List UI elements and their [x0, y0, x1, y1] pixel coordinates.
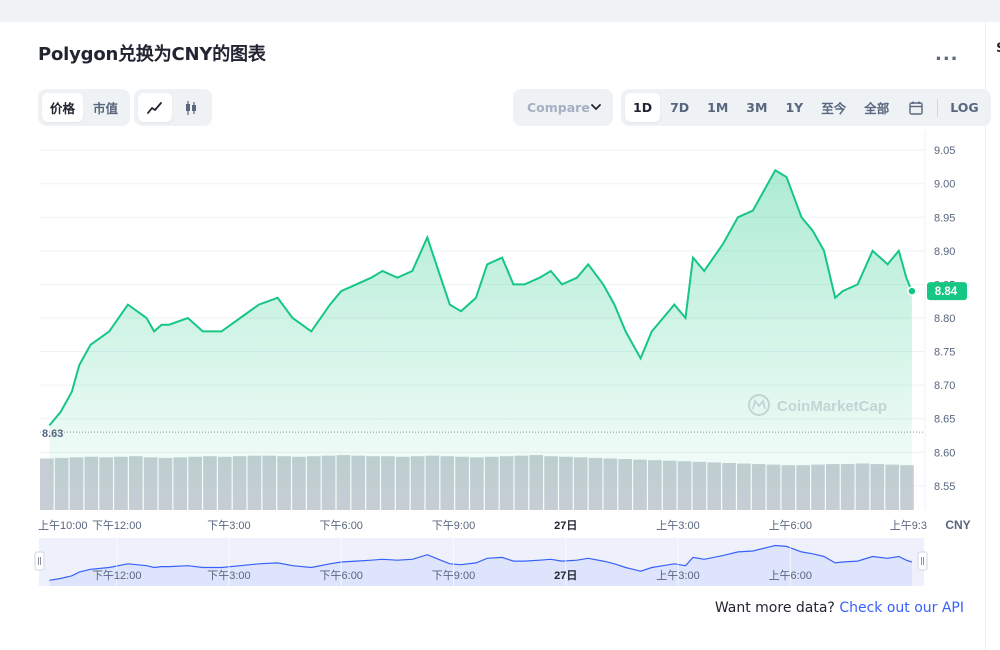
tab-3m[interactable]: 3M: [746, 100, 768, 115]
y-tick-label: 8.65: [934, 414, 955, 426]
svg-text:8.84: 8.84: [935, 286, 958, 298]
metric-tab-group: 价格 市值: [38, 89, 131, 126]
price-chart[interactable]: CoinMarketCap 8.55 8.60 8.65 8.70 8.75 8.80 8.…: [0, 130, 985, 595]
calendar-icon[interactable]: [899, 93, 933, 122]
tab-all[interactable]: 全部: [864, 101, 890, 116]
tab-7d[interactable]: 7D: [670, 100, 690, 115]
navigator-left-handle[interactable]: [34, 551, 45, 571]
line-chart-icon[interactable]: [138, 93, 172, 122]
x-tick-label: 27日: [554, 519, 577, 532]
x-tick-label: 下午3:00: [207, 519, 250, 532]
compare-dropdown[interactable]: Compare: [513, 89, 613, 126]
navigator-tick-label: 27日: [554, 569, 577, 582]
x-tick-label: 上午9:3: [890, 519, 927, 532]
api-promo: Want more data? Check out our API: [715, 600, 964, 616]
chart-title: Polygon兑换为CNY的图表: [38, 44, 266, 65]
coinmarketcap-watermark: CoinMarketCap: [748, 394, 887, 416]
navigator-tick-label: 下午3:00: [207, 569, 250, 582]
y-tick-label: 8.95: [934, 212, 955, 224]
separator: [937, 98, 939, 117]
chart-type-group: [134, 89, 212, 126]
tab-price[interactable]: 价格: [42, 93, 84, 122]
right-edge-panel: [985, 22, 1000, 650]
y-tick-label: 8.90: [934, 246, 955, 258]
y-tick-label: 8.70: [934, 380, 955, 392]
y-tick-label: 8.80: [934, 313, 955, 325]
y-tick-label: 8.75: [934, 347, 955, 359]
tab-ytd[interactable]: 至今: [821, 101, 847, 116]
y-tick-label: 8.55: [934, 481, 955, 493]
tab-1y[interactable]: 1Y: [785, 100, 804, 115]
current-price-badge: 8.84: [927, 282, 967, 301]
edge-glyph: $: [996, 40, 1000, 56]
tab-1d[interactable]: 1D: [625, 93, 661, 122]
tab-market-cap[interactable]: 市值: [93, 101, 119, 116]
x-tick-label: 下午12:00: [92, 519, 142, 532]
y-tick-label: 9.05: [934, 145, 955, 157]
compare-label: Compare: [527, 100, 590, 115]
candlestick-icon[interactable]: [174, 93, 208, 122]
chevron-down-icon: [591, 104, 601, 111]
x-tick-label: 下午9:00: [432, 519, 475, 532]
api-promo-text: Want more data?: [714, 600, 835, 616]
currency-label: CNY: [945, 518, 970, 532]
api-link[interactable]: Check out our API: [839, 600, 964, 616]
x-tick-label: 上午10:00: [38, 519, 88, 532]
price-area: [49, 170, 912, 511]
x-tick-label: 上午3:00: [656, 519, 699, 532]
navigator-tick-label: 上午3:00: [656, 569, 699, 582]
range-navigator[interactable]: 下午12:00 下午3:00 下午6:00 下午9:00 27日 上午3:00 上午6:00: [34, 538, 928, 586]
range-tab-group: 1D 7D 1M 3M 1Y 至今 全部 LOG: [621, 89, 991, 126]
navigator-tick-label: 上午6:00: [769, 569, 812, 582]
current-price-dot: [907, 286, 917, 296]
navigator-tick-label: 下午12:00: [92, 569, 142, 582]
open-price-label: 8.63: [42, 428, 63, 440]
top-strip: [0, 0, 1000, 22]
x-axis-labels: 上午10:00 下午12:00 下午3:00 下午6:00 下午9:00 27日 上午3:0…: [38, 519, 927, 532]
y-axis-labels: 8.558.608.658.708.758.808.858.908.959.00…: [934, 145, 955, 493]
more-options-icon[interactable]: ...: [935, 44, 959, 65]
navigator-tick-label: 下午6:00: [320, 569, 363, 582]
price-line: [48, 168, 913, 427]
x-tick-label: 上午6:00: [769, 519, 812, 532]
y-tick-label: 9.00: [934, 179, 955, 191]
navigator-right-handle[interactable]: [917, 551, 928, 571]
log-toggle[interactable]: LOG: [950, 100, 979, 115]
y-tick-label: 8.60: [934, 447, 955, 459]
tab-1m[interactable]: 1M: [707, 100, 729, 115]
navigator-tick-label: 下午9:00: [432, 569, 475, 582]
svg-text:CoinMarketCap: CoinMarketCap: [777, 398, 887, 415]
x-tick-label: 下午6:00: [320, 519, 363, 532]
